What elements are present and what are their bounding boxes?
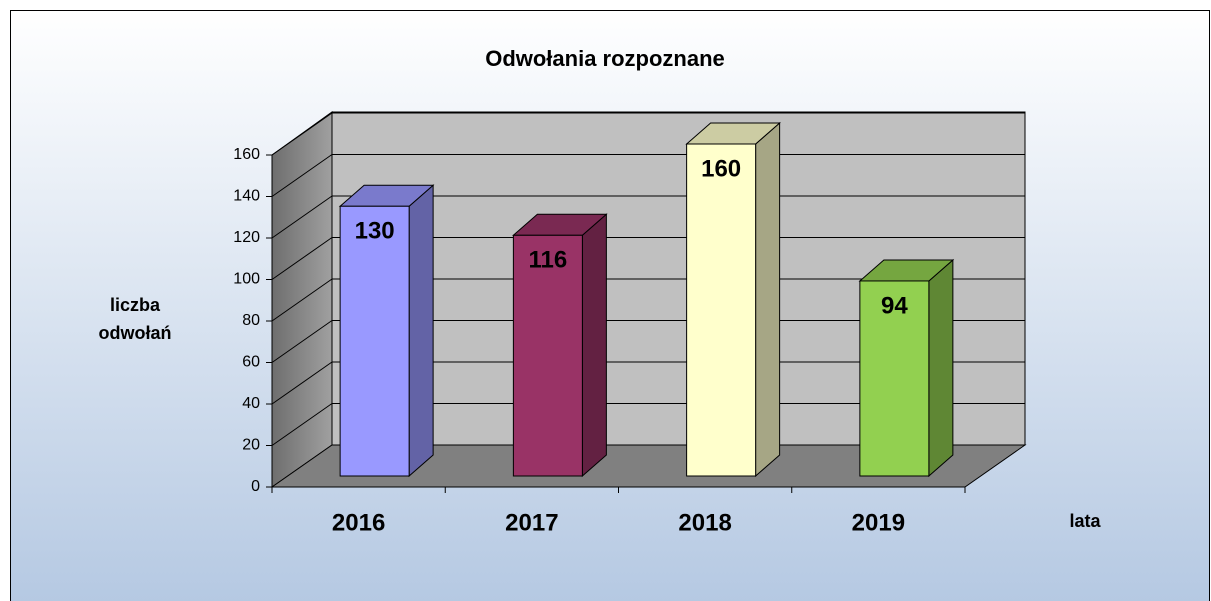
data-label: 94: [881, 292, 908, 319]
x-tick-label: 2017: [505, 509, 558, 536]
grid-line: [271, 237, 333, 280]
chart-title: Odwołania rozpoznane: [485, 46, 725, 71]
bar-side: [408, 184, 434, 478]
x-tick-label: 2018: [678, 509, 731, 536]
grid-line: [271, 195, 333, 239]
grid-line: [271, 403, 333, 446]
grid-line: [271, 361, 333, 405]
y-axis-title: odwołań: [99, 323, 172, 343]
x-tick-label: 2019: [852, 509, 905, 536]
data-label: 116: [529, 247, 568, 274]
bar-side: [928, 258, 954, 478]
y-tick-label: 160: [233, 146, 260, 163]
y-tick-label: 0: [251, 478, 260, 495]
y-tick-label: 60: [242, 354, 260, 371]
y-tick-label: 40: [242, 395, 260, 412]
grid-line: [271, 154, 333, 197]
grid-line: [271, 278, 333, 322]
data-label: 160: [701, 155, 741, 182]
bar: [339, 205, 410, 477]
bar-side: [581, 213, 607, 478]
y-axis-title: liczba: [110, 295, 161, 315]
grid-line: [271, 320, 333, 363]
x-axis-title: lata: [1069, 511, 1101, 531]
y-tick-label: 20: [242, 437, 260, 454]
y-tick-label: 120: [233, 229, 260, 246]
bar: [686, 143, 757, 477]
bar: [859, 280, 930, 477]
bar-side: [755, 121, 781, 478]
y-tick-label: 80: [242, 312, 260, 329]
y-tick-label: 100: [233, 271, 260, 288]
grid-line: [271, 112, 333, 156]
y-tick-label: 140: [233, 188, 260, 205]
data-label: 130: [355, 218, 395, 245]
x-tick-label: 2016: [332, 509, 385, 536]
bar: [512, 234, 583, 477]
